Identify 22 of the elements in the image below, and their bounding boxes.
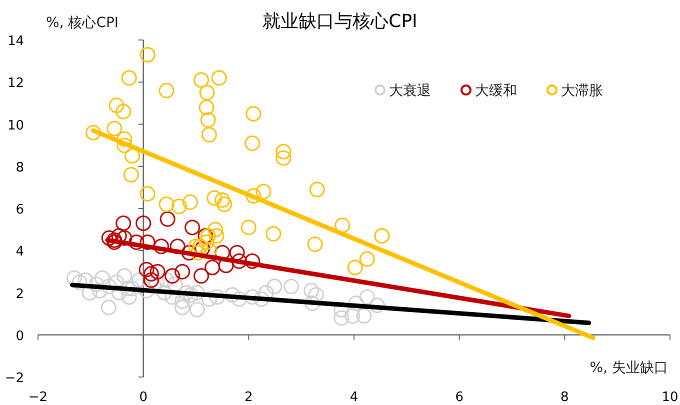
y-tick-label: 0 — [16, 328, 24, 344]
y-tick-label: 2 — [16, 286, 24, 302]
y-axis-title: %, 核心CPI — [46, 15, 119, 31]
x-tick-label: 2 — [244, 390, 253, 405]
chart-title: 就业缺口与核心CPI — [262, 11, 418, 32]
y-tick-label: 4 — [16, 244, 24, 260]
y-tick-label: 6 — [16, 202, 24, 218]
legend-label: 大衰退 — [389, 83, 431, 99]
y-tick-label: −2 — [4, 371, 24, 386]
x-tick-label: 6 — [455, 390, 464, 405]
legend-label: 大滞胀 — [561, 83, 603, 99]
y-tick-label: 10 — [7, 118, 24, 134]
legend-label: 大缓和 — [475, 83, 517, 99]
x-axis-title: %, 失业缺口 — [590, 360, 668, 376]
x-tick-label: −2 — [28, 390, 48, 405]
y-tick-label: 14 — [7, 34, 24, 49]
x-tick-label: 4 — [350, 390, 358, 405]
x-tick-label: 0 — [139, 390, 148, 405]
x-tick-label: 10 — [662, 390, 678, 405]
y-tick-label: 12 — [7, 76, 24, 92]
y-tick-label: 8 — [16, 160, 24, 176]
x-tick-label: 8 — [560, 390, 569, 405]
